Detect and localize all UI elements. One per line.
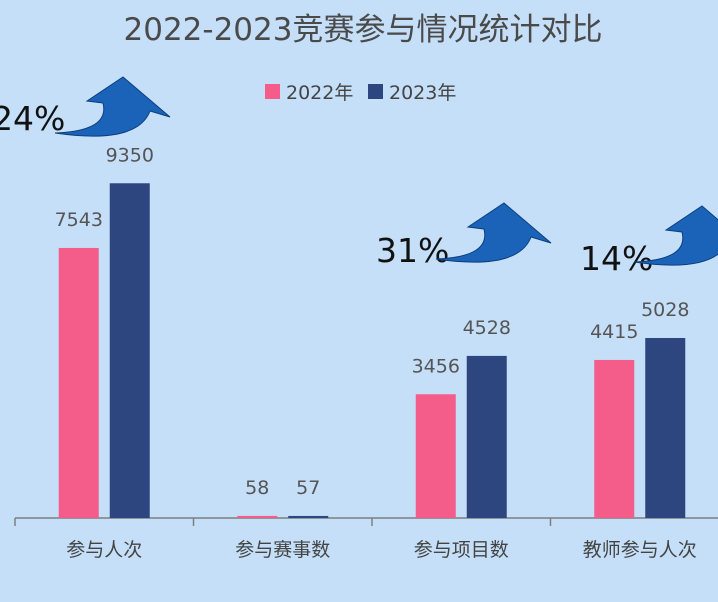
legend-swatch-2022 [265,84,280,99]
x-tick-label: 参与项目数 [414,539,509,561]
x-tick-label: 参与人次 [66,539,142,561]
legend-swatch-2023 [368,84,383,99]
chart-title: 2022-2023竞赛参与情况统计对比 [124,12,603,48]
growth-percent-label: 14% [580,239,653,278]
growth-percent-label: 24% [0,99,65,138]
data-label: 58 [245,477,269,499]
bar-2022年-参与项目数 [415,394,456,518]
growth-percent-label: 31% [376,231,449,270]
bar-2023年-参与人次 [109,183,150,518]
bar-2023年-参与赛事数 [288,515,329,518]
growth-annotation: 31% [376,202,552,270]
legend-label-2022: 2022年 [286,82,353,104]
x-tick-label: 教师参与人次 [583,539,697,561]
curved-arrow-icon [633,205,718,266]
x-tick-label: 参与赛事数 [235,539,330,561]
bar-2023年-参与项目数 [466,355,507,518]
bar-2022年-教师参与人次 [594,359,635,518]
data-label: 4415 [590,321,638,343]
data-label: 9350 [106,144,154,166]
data-label: 7543 [55,209,103,231]
data-label: 57 [296,477,320,499]
bar-2023年-教师参与人次 [645,337,686,518]
data-label: 5028 [641,299,689,321]
bar-2022年-参与赛事数 [237,515,278,518]
curved-arrow-icon [54,76,171,137]
growth-annotation: 14% [580,205,718,278]
curved-arrow-icon [435,202,552,263]
data-label: 4528 [463,317,511,339]
data-label: 3456 [412,355,460,377]
legend: 2022年 2023年 [265,82,456,104]
bar-2022年-参与人次 [58,247,99,518]
growth-annotation: 24% [0,76,171,138]
legend-label-2023: 2023年 [389,82,456,104]
